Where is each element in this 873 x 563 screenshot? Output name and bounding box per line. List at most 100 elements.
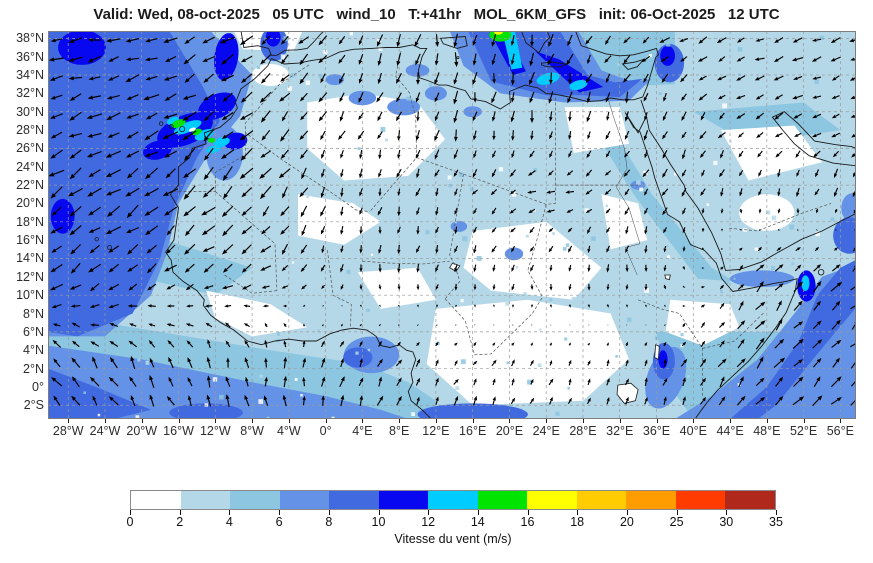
lon-axis-label: 20°E — [495, 424, 524, 438]
colorbar-segment — [378, 491, 429, 509]
lon-axis-label: 40°E — [679, 424, 707, 438]
lon-axis-label: 0° — [319, 424, 332, 438]
colorbar-tick-mark — [179, 510, 181, 515]
lat-axis-label: 16°N — [16, 233, 44, 248]
lat-axis-label: 2°S — [23, 398, 44, 413]
lat-axis-label: 18°N — [16, 214, 44, 229]
bottom-axis-tick — [178, 419, 180, 423]
lon-axis-label: 4°W — [276, 424, 301, 438]
lat-axis-label: 20°N — [16, 196, 44, 211]
lon-axis-label: 12°W — [199, 424, 231, 438]
colorbar-tick-label: 8 — [325, 515, 333, 529]
colorbar-segment — [626, 491, 676, 509]
wind-speed-field — [48, 31, 856, 419]
bottom-axis-tick — [730, 419, 732, 423]
colorbar-segment — [279, 491, 330, 509]
bottom-axis-tick — [582, 419, 584, 423]
bottom-axis-tick — [803, 419, 805, 423]
lat-axis-label: 2°N — [23, 361, 44, 376]
bottom-axis-tick — [104, 419, 106, 423]
lon-axis-label: 44°E — [716, 424, 744, 438]
colorbar-tick-mark — [477, 510, 479, 515]
colorbar-tick-label: 16 — [520, 515, 535, 529]
lat-axis-label: 14°N — [16, 251, 44, 266]
lon-axis-label: 56°E — [826, 424, 854, 438]
colorbar-segment — [527, 491, 577, 509]
lon-axis-label: 20°W — [126, 424, 158, 438]
colorbar-tick-label: 6 — [275, 515, 283, 529]
lon-axis-label: 28°W — [52, 424, 84, 438]
colorbar-segment — [329, 491, 379, 509]
lon-axis-label: 48°E — [753, 424, 781, 438]
colorbar-tick-mark — [726, 510, 728, 515]
lon-axis-label: 24°W — [89, 424, 121, 438]
lat-axis-label: 10°N — [16, 288, 44, 303]
lon-axis-label: 16°E — [459, 424, 487, 438]
lon-axis-label: 12°E — [422, 424, 450, 438]
colorbar-segment — [725, 491, 775, 509]
colorbar-tick-mark — [626, 510, 628, 515]
lat-axis-label: 28°N — [16, 123, 44, 138]
colorbar-segment — [230, 491, 280, 509]
map-canvas — [48, 31, 856, 419]
lat-axis-label: 6°N — [23, 324, 44, 339]
lat-axis-label: 30°N — [16, 104, 44, 119]
colorbar-tick-label: 18 — [570, 515, 585, 529]
lon-axis-label: 32°E — [606, 424, 634, 438]
bottom-axis-tick — [509, 419, 511, 423]
bottom-axis-tick — [362, 419, 364, 423]
lat-axis-label: 34°N — [16, 68, 44, 83]
bottom-axis-tick — [325, 419, 327, 423]
lon-axis-label: 36°E — [642, 424, 671, 438]
bottom-axis-tick — [215, 419, 217, 423]
colorbar-tick-label: 25 — [669, 515, 684, 529]
bottom-axis-tick — [766, 419, 768, 423]
colorbar-tick-label: 20 — [619, 515, 634, 529]
lon-axis-label: 8°W — [240, 424, 264, 438]
lon-axis-label: 16°W — [163, 424, 194, 438]
colorbar-segment — [428, 491, 478, 509]
colorbar-tick-mark — [577, 510, 579, 515]
lon-axis-label: 8°E — [388, 424, 410, 438]
colorbar-tick-mark — [279, 510, 281, 515]
lat-axis-label: 12°N — [16, 269, 44, 284]
colorbar-segment — [477, 491, 528, 509]
colorbar — [130, 490, 776, 510]
bottom-axis-tick — [141, 419, 143, 423]
bottom-axis-tick — [435, 419, 437, 423]
colorbar-tick-mark — [527, 510, 529, 515]
colorbar-tick-mark — [229, 510, 231, 515]
colorbar-label: Vitesse du vent (m/s) — [394, 532, 512, 546]
colorbar-segment — [131, 491, 181, 509]
colorbar-segment — [180, 491, 231, 509]
bottom-axis-tick — [546, 419, 548, 423]
bottom-axis-tick — [693, 419, 695, 423]
colorbar-tick-mark — [428, 510, 430, 515]
lat-axis-label: 22°N — [16, 178, 44, 193]
country-borders — [170, 51, 832, 397]
wind-arrows-layer — [48, 33, 856, 407]
coastlines — [165, 31, 856, 419]
colorbar-tick-label: 30 — [719, 515, 734, 529]
colorbar-tick-label: 10 — [371, 515, 386, 529]
colorbar-tick-mark — [378, 510, 380, 515]
bottom-axis-tick — [656, 419, 658, 423]
lon-axis-label: 24°E — [532, 424, 560, 438]
lon-axis-label: 28°E — [569, 424, 597, 438]
lat-axis-label: 4°N — [23, 343, 44, 358]
colorbar-segment — [675, 491, 726, 509]
bottom-axis-tick — [472, 419, 474, 423]
bottom-axis-tick — [840, 419, 842, 423]
colorbar-tick-label: 0 — [126, 515, 134, 529]
colorbar-segment — [576, 491, 627, 509]
bottom-axis-tick — [399, 419, 401, 423]
colorbar-tick-label: 2 — [176, 515, 184, 529]
colorbar-tick-label: 14 — [470, 515, 485, 529]
lon-axis-label: 4°E — [352, 424, 373, 438]
map-svg — [48, 31, 856, 419]
lon-axis-label: 52°E — [789, 424, 818, 438]
lat-axis-label: 38°N — [16, 31, 44, 46]
lat-axis-label: 32°N — [16, 86, 44, 101]
colorbar-tick-label: 12 — [421, 515, 436, 529]
